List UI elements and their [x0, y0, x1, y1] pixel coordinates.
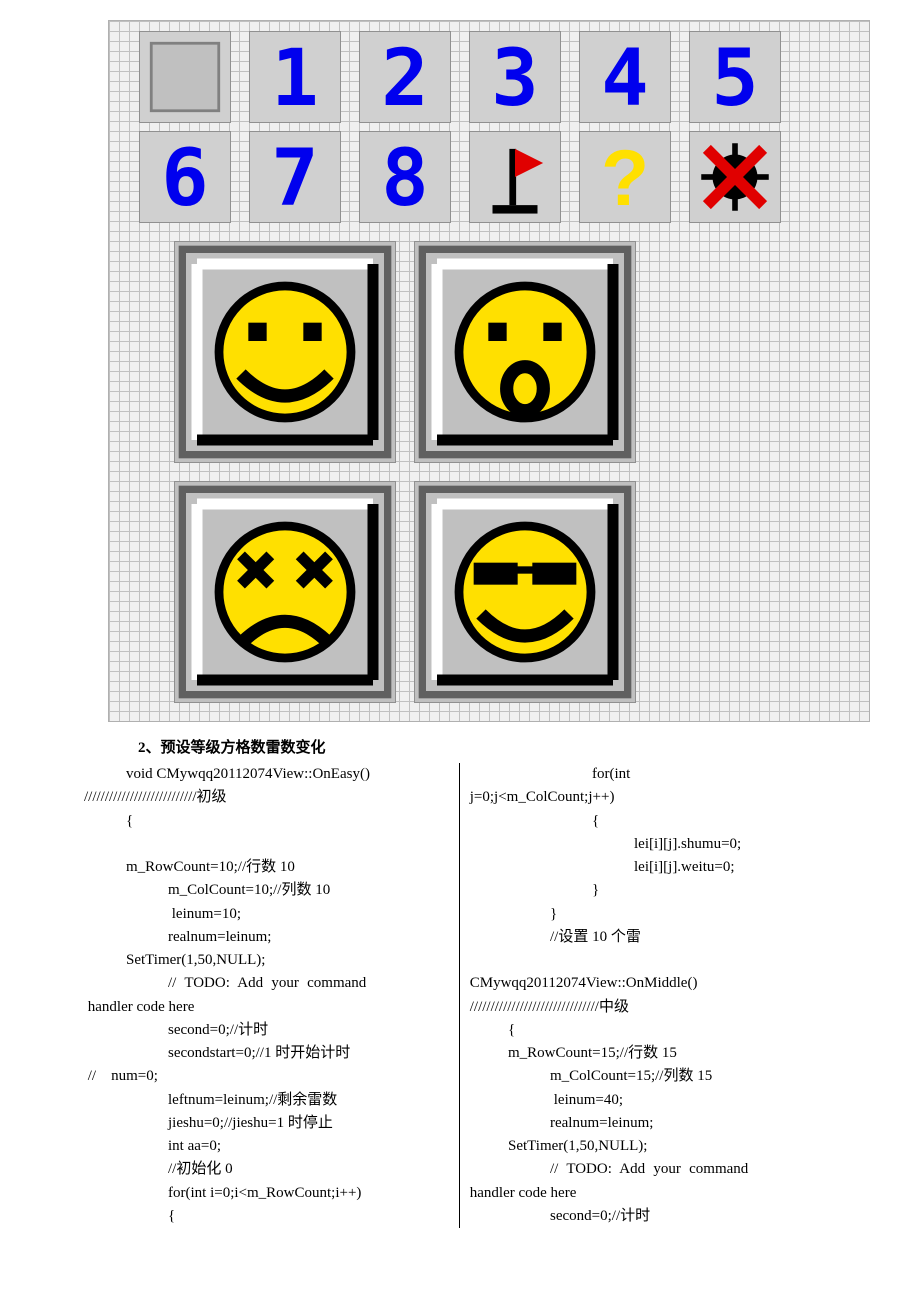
code-line: for(int i=0;i<m_RowCount;i++) [84, 1182, 453, 1205]
svg-text:8: 8 [381, 132, 428, 222]
code-line: handler code here [84, 996, 453, 1019]
svg-text:6: 6 [161, 132, 208, 222]
code-col-left: void CMywqq20112074View::OnEasy()///////… [78, 763, 460, 1228]
code-line: // TODO: Add your command [84, 972, 453, 995]
tile-5: 5 [689, 31, 781, 123]
code-line: SetTimer(1,50,NULL); [84, 949, 453, 972]
code-line: ///////////////////////////////中级 [466, 996, 836, 1019]
code-line: secondstart=0;//1 时开始计时 [84, 1042, 453, 1065]
code-line: { [466, 1019, 836, 1042]
code-line [84, 833, 453, 856]
code-line: lei[i][j].shumu=0; [466, 833, 836, 856]
code-line: CMywqq20112074View::OnMiddle() [466, 972, 836, 995]
code-line [466, 949, 836, 972]
code-line: m_RowCount=10;//行数 10 [84, 856, 453, 879]
code-line: leinum=40; [466, 1089, 836, 1112]
tile-revealed-empty [139, 31, 231, 123]
code-line: int aa=0; [84, 1135, 453, 1158]
svg-text:1: 1 [271, 32, 318, 122]
code-line: for(int [466, 763, 836, 786]
code-line: m_RowCount=15;//行数 15 [466, 1042, 836, 1065]
code-line: j=0;j<m_ColCount;j++) [466, 786, 836, 809]
section-heading: 2、预设等级方格数雷数变化 [138, 736, 842, 757]
tile-7: 7 [249, 131, 341, 223]
code-line: { [84, 1205, 453, 1228]
svg-text:4: 4 [601, 32, 648, 122]
minesweeper-sprite-sheet: 1 2 3 4 5 6 7 8 ? [108, 20, 870, 722]
code-line: // TODO: Add your command [466, 1158, 836, 1181]
face-win [414, 481, 636, 703]
code-line: realnum=leinum; [84, 926, 453, 949]
face-dead [174, 481, 396, 703]
code-line: leinum=10; [84, 903, 453, 926]
code-line: m_ColCount=10;//列数 10 [84, 879, 453, 902]
tile-wrong-flag [689, 131, 781, 223]
tile-flag [469, 131, 561, 223]
code-line: { [466, 810, 836, 833]
code-line: } [466, 903, 836, 926]
code-line: //设置 10 个雷 [466, 926, 836, 949]
code-line: m_ColCount=15;//列数 15 [466, 1065, 836, 1088]
tile-6: 6 [139, 131, 231, 223]
tile-8: 8 [359, 131, 451, 223]
code-line: //初始化 0 [84, 1158, 453, 1181]
tile-4: 4 [579, 31, 671, 123]
svg-text:5: 5 [711, 32, 758, 122]
code-line: // num=0; [84, 1065, 453, 1088]
tile-2: 2 [359, 31, 451, 123]
svg-text:?: ? [601, 134, 649, 222]
code-line: ///////////////////////////初级 [84, 786, 453, 809]
svg-text:7: 7 [271, 132, 318, 222]
tile-3: 3 [469, 31, 561, 123]
code-line: void CMywqq20112074View::OnEasy() [84, 763, 453, 786]
code-col-right: for(int j=0;j<m_ColCount;j++){lei[i][j].… [460, 763, 842, 1228]
code-line: SetTimer(1,50,NULL); [466, 1135, 836, 1158]
face-oh [414, 241, 636, 463]
code-columns: void CMywqq20112074View::OnEasy()///////… [78, 763, 842, 1228]
code-line: handler code here [466, 1182, 836, 1205]
code-line: second=0;//计时 [84, 1019, 453, 1042]
code-line: lei[i][j].weitu=0; [466, 856, 836, 879]
code-line: leftnum=leinum;//剩余雷数 [84, 1089, 453, 1112]
svg-text:2: 2 [381, 32, 428, 122]
tile-1: 1 [249, 31, 341, 123]
code-line: jieshu=0;//jieshu=1 时停止 [84, 1112, 453, 1135]
tile-question: ? [579, 131, 671, 223]
code-line: { [84, 810, 453, 833]
svg-text:3: 3 [491, 32, 538, 122]
face-smile [174, 241, 396, 463]
code-line: } [466, 879, 836, 902]
code-line: second=0;//计时 [466, 1205, 836, 1228]
code-line: realnum=leinum; [466, 1112, 836, 1135]
